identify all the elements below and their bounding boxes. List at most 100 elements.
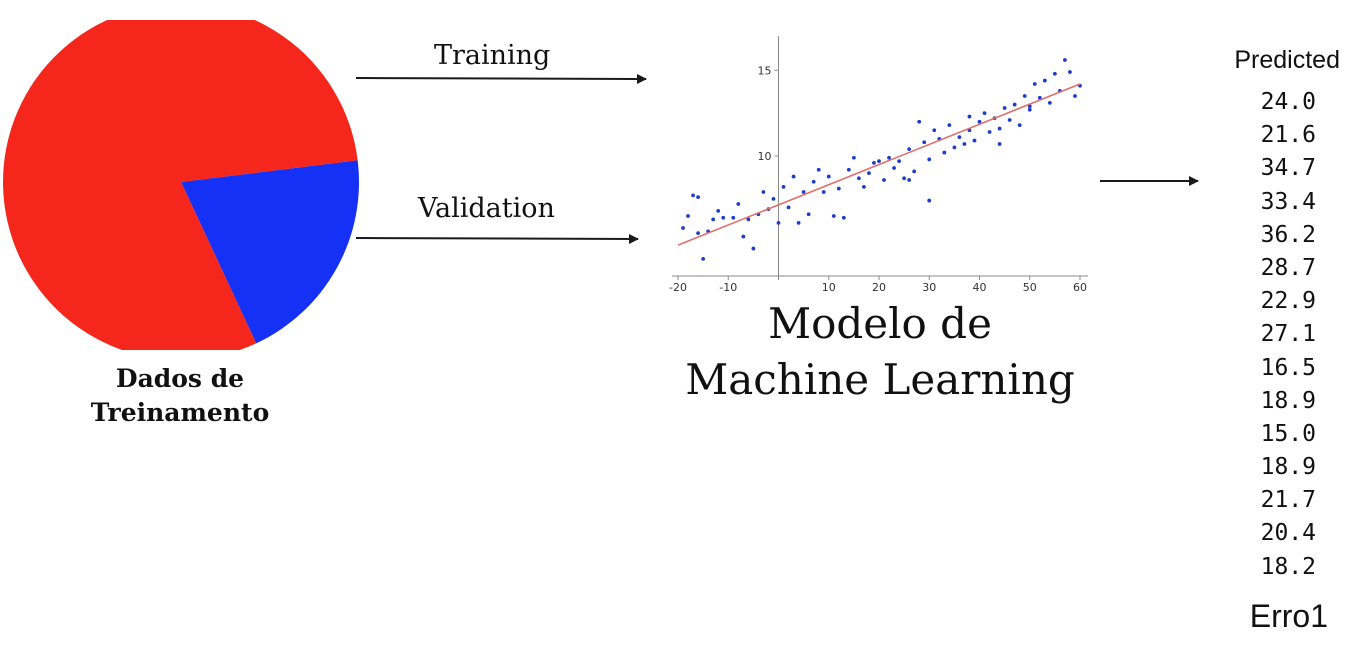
- scatter-point: [892, 166, 896, 170]
- predicted-value: 16.5: [1260, 354, 1316, 381]
- pie-caption: Dados de Treinamento: [40, 362, 320, 430]
- scatter-point: [962, 142, 967, 146]
- predicted-value: 28.7: [1260, 254, 1316, 281]
- scatter-point: [922, 140, 927, 145]
- predicted-value: 22.9: [1260, 288, 1316, 315]
- scatter-point: [1052, 71, 1057, 76]
- predicted-values-list: 24.0 21.6 34.7 33.4 36.2 28.7 22.9 27.1 …: [1236, 86, 1316, 584]
- scatter-point: [912, 169, 917, 174]
- scatter-point: [836, 186, 841, 191]
- x-tick-label: 20: [872, 281, 886, 294]
- x-tick-label: 60: [1073, 281, 1087, 294]
- scatter-point: [776, 220, 781, 225]
- predicted-value: 20.4: [1260, 520, 1316, 547]
- scatter-point: [841, 215, 846, 220]
- scatter-point: [691, 193, 695, 198]
- predicted-value: 18.9: [1260, 387, 1316, 414]
- predicted-value: 15.0: [1260, 420, 1316, 447]
- scatter-point: [897, 159, 901, 164]
- scatter-point: [882, 178, 886, 182]
- scatter-point: [696, 231, 700, 236]
- regression-scatter-plot: -20 -10 10 20 30 40 50 60 10 15: [669, 36, 1088, 294]
- scatter-point: [872, 160, 876, 165]
- scatter-point: [716, 208, 721, 213]
- scatter-point: [761, 190, 766, 194]
- error-label: Erro1: [1249, 598, 1328, 634]
- training-arrow: [355, 73, 647, 84]
- scatter-point: [741, 234, 746, 239]
- scatter-point: [952, 145, 957, 150]
- x-tick-label: 50: [1023, 281, 1037, 294]
- pie-caption-line1: Dados de: [115, 364, 245, 393]
- scatter-point: [746, 217, 751, 222]
- scatter-point: [972, 138, 977, 143]
- validation-arrow: [355, 233, 639, 244]
- scatter-point: [1017, 123, 1022, 128]
- scatter-point: [1042, 78, 1047, 83]
- pie-slice-training: [3, 20, 358, 350]
- scatter-point: [987, 130, 992, 134]
- x-tick-label: 40: [973, 281, 987, 294]
- scatter-point: [681, 226, 685, 230]
- y-tick-label: 15: [758, 64, 772, 77]
- scatter-point: [731, 215, 736, 220]
- regression-fit-line: [677, 83, 1081, 246]
- training-label: Training: [434, 40, 551, 71]
- scatter-point: [1063, 58, 1067, 62]
- scatter-point: [801, 190, 806, 194]
- scatter-point: [1022, 94, 1027, 98]
- scatter-point: [1032, 82, 1037, 86]
- scatter-point: [851, 155, 856, 160]
- scatter-point: [686, 214, 690, 218]
- scatter-point: [806, 212, 811, 217]
- scatter-point: [826, 174, 831, 179]
- scatter-point: [1007, 118, 1012, 122]
- scatter-point: [751, 246, 756, 251]
- scatter-point: [997, 126, 1002, 131]
- scatter-point: [887, 155, 891, 160]
- predicted-value: 21.6: [1260, 122, 1316, 149]
- model-title-line2: Machine Learning: [685, 355, 1075, 404]
- predicted-value: 34.7: [1260, 155, 1316, 182]
- scatter-point: [1012, 102, 1017, 107]
- x-tick-label: 30: [922, 281, 936, 294]
- scatter-point: [977, 119, 982, 124]
- predicted-value: 27.1: [1260, 321, 1316, 348]
- scatter-point: [942, 150, 947, 155]
- training-data-pie-chart: [3, 20, 359, 350]
- scatter-point: [821, 190, 826, 194]
- x-tick-label: 10: [822, 281, 836, 294]
- scatter-point: [736, 202, 741, 206]
- validation-label: Validation: [418, 193, 555, 224]
- scatter-point: [902, 176, 907, 181]
- y-tick-label: 10: [758, 150, 772, 163]
- pie-slice-validation: [181, 160, 359, 344]
- pie-caption-line2: Treinamento: [90, 398, 270, 427]
- scatter-point: [907, 178, 912, 182]
- scatter-point: [982, 111, 987, 116]
- x-tick-label: -10: [719, 281, 737, 294]
- scatter-point: [1027, 107, 1032, 112]
- scatter-point: [857, 176, 861, 181]
- predicted-value: 33.4: [1260, 188, 1316, 215]
- scatter-point: [967, 114, 972, 119]
- x-tick-label: -20: [669, 281, 687, 294]
- scatter-point: [1073, 94, 1077, 98]
- scatter-point: [867, 171, 871, 176]
- model-title-line1: Modelo de: [768, 299, 992, 348]
- scatter-point: [917, 119, 922, 124]
- scatter-point: [811, 179, 816, 184]
- scatter-point: [696, 195, 700, 200]
- scatter-point: [907, 147, 912, 152]
- scatter-point: [862, 184, 866, 189]
- scatter-point: [1037, 95, 1042, 100]
- scatter-point: [711, 217, 716, 222]
- model-title: Modelo de Machine Learning: [650, 296, 1110, 408]
- scatter-point: [791, 174, 796, 179]
- scatter-point: [997, 142, 1002, 146]
- scatter-point: [796, 220, 801, 225]
- predicted-value: 21.7: [1260, 487, 1316, 514]
- scatter-point: [1047, 100, 1052, 105]
- scatter-point: [786, 205, 791, 210]
